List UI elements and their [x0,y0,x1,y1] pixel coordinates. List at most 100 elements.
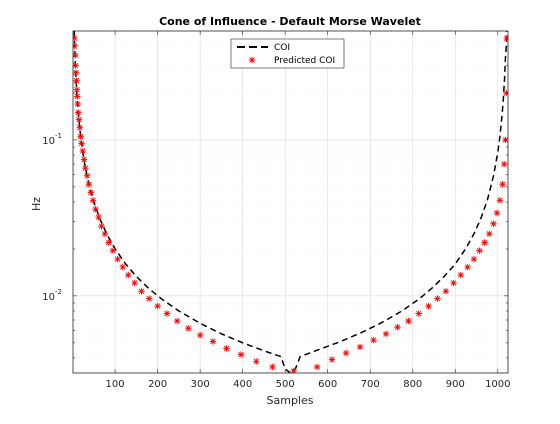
asterisk-stroke [238,351,244,358]
data-point-predicted-coi [394,323,401,331]
data-point-predicted-coi [74,93,81,100]
asterisk-stroke [504,36,508,41]
asterisk-stroke [102,231,108,237]
data-point-predicted-coi [442,288,450,295]
data-point-predicted-coi [434,295,441,302]
asterisk-stroke [329,356,335,363]
data-point-predicted-coi [125,271,132,279]
y-axis-label: Hz [30,197,43,211]
asterisk-stroke [73,62,79,69]
data-point-predicted-coi [493,209,501,217]
data-point-predicted-coi [78,140,85,147]
data-point-predicted-coi [470,255,478,263]
data-point-predicted-coi [76,124,84,131]
data-point-predicted-coi [163,310,171,317]
asterisk-stroke [125,272,131,278]
y-tick-label-exponent: -2 [55,288,62,296]
data-point-predicted-coi [82,164,89,172]
asterisk-stroke [494,210,500,216]
x-tick-label: 1000 [485,379,510,390]
asterisk-stroke [499,181,506,187]
asterisk-stroke [154,303,161,309]
data-point-predicted-coi [74,109,82,116]
asterisk-stroke [269,364,276,370]
data-point-predicted-coi [75,116,83,123]
asterisk-stroke [197,332,203,338]
asterisk-stroke [138,288,145,294]
asterisk-stroke [74,101,81,107]
legend-box [230,38,345,69]
data-point-predicted-coi [237,351,245,358]
data-point-predicted-coi [101,230,109,238]
data-point-predicted-coi [73,34,78,42]
data-point-predicted-coi [74,100,81,108]
asterisk-stroke [78,140,85,147]
data-point-predicted-coi [486,230,493,238]
data-point-predicted-coi [185,325,192,332]
series-layer [73,31,508,373]
asterisk-stroke [77,133,84,140]
asterisk-stroke [443,288,449,294]
x-tick-label: 800 [403,379,422,390]
data-point-predicted-coi [79,147,86,155]
data-point-predicted-coi [500,160,508,168]
asterisk-stroke [75,109,81,116]
data-point-predicted-coi [269,363,276,371]
asterisk-stroke [131,280,138,286]
asterisk-stroke [146,295,152,302]
asterisk-stroke [476,247,483,254]
data-point-predicted-coi [499,181,506,188]
data-point-predicted-coi [481,239,488,246]
asterisk-stroke [486,231,493,237]
data-point-predicted-coi [77,133,84,140]
asterisk-stroke [458,272,464,278]
asterisk-stroke [314,364,320,370]
x-tick-label: 600 [318,379,337,390]
asterisk-stroke [450,280,457,286]
asterisk-stroke [88,189,94,196]
asterisk-stroke [76,116,82,123]
data-point-predicted-coi [154,302,161,310]
data-point-predicted-coi [290,367,297,373]
legend-asterisk [248,56,256,64]
data-point-predicted-coi [356,343,364,351]
data-point-predicted-coi [382,330,390,338]
grid [73,30,508,373]
data-point-predicted-coi [109,247,117,254]
data-point-predicted-coi [457,271,465,279]
x-axis-label: Samples [267,394,314,407]
data-point-predicted-coi [105,239,112,246]
y-tick-label-exponent: -1 [55,132,62,140]
data-point-predicted-coi [131,279,138,287]
data-point-predicted-coi [496,197,504,204]
data-point-predicted-coi [114,255,121,263]
y-tick-label: 10 [42,292,55,303]
data-point-predicted-coi [503,34,508,42]
data-point-predicted-coi [138,288,145,295]
x-tick-label: 300 [191,379,210,390]
data-point-predicted-coi [253,358,260,365]
asterisk-stroke [497,197,503,204]
x-tick-label: 500 [276,379,295,390]
asterisk-stroke [425,303,432,309]
asterisk-stroke [84,172,90,179]
asterisk-stroke [81,156,87,163]
asterisk-stroke [98,223,105,229]
asterisk-stroke [73,52,78,58]
data-point-predicted-coi [223,345,230,352]
asterisk-stroke [434,295,441,302]
data-point-predicted-coi [73,69,80,76]
data-point-predicted-coi [145,295,153,302]
asterisk-stroke [82,165,89,171]
asterisk-stroke [95,214,102,220]
asterisk-stroke [73,35,77,41]
y-tick-label: 10 [42,136,55,147]
data-point-predicted-coi [450,279,457,287]
data-point-predicted-coi [490,220,497,227]
data-point-predicted-coi [73,77,80,84]
asterisk-stroke [77,124,83,131]
asterisk-stroke [253,358,259,365]
asterisk-stroke [490,221,497,227]
